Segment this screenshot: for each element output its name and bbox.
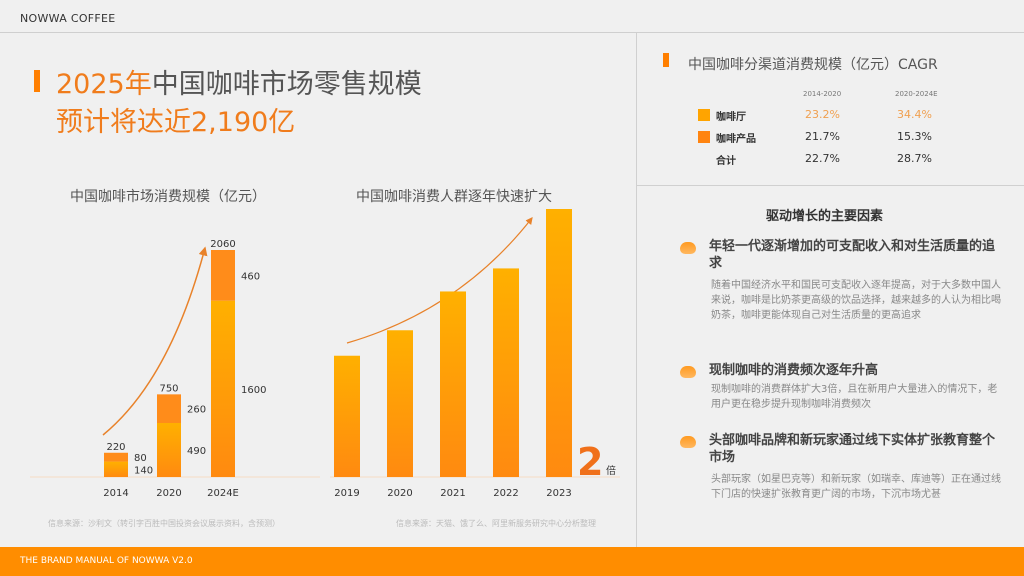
cagr-col-1: 2014-2020 (803, 90, 842, 98)
bar (387, 330, 413, 477)
x-tick-label: 2024E (207, 488, 239, 499)
cagr-row-label: 咖啡厅 (716, 112, 746, 123)
vertical-divider (636, 33, 637, 547)
chart2-title: 中国咖啡消费人群逐年快速扩大 (356, 189, 552, 205)
chart2-source: 信息来源：天猫、饿了么、阿里新服务研究中心分析整理 (396, 519, 596, 528)
cagr-title: 中国咖啡分渠道消费规模（亿元）CAGR (688, 57, 938, 73)
x-tick-label: 2023 (546, 488, 571, 499)
driver-heading: 头部咖啡品牌和新玩家通过线下实体扩张教育整个市场 (709, 433, 996, 465)
title-accent-bar (34, 70, 40, 92)
legend-swatch (698, 109, 710, 121)
cagr-value: 22.7% (805, 152, 840, 165)
header-divider (0, 32, 1024, 33)
cagr-row-label: 合计 (716, 156, 736, 167)
segment-label: 1600 (241, 385, 266, 396)
growth-unit: 倍 (606, 466, 616, 477)
chart1-title: 中国咖啡市场消费规模（亿元） (70, 189, 266, 205)
segment-label: 490 (187, 446, 206, 457)
total-label: 220 (106, 442, 125, 453)
footer-bar: THE BRAND MANUAL OF NOWWA V2.0 (0, 547, 1024, 576)
bar-segment-lower (211, 300, 235, 477)
brand-name: NOWWA COFFEE (20, 12, 116, 25)
driver-text: 现制咖啡的消费群体扩大3倍，且在新用户大量进入的情况下，老用户更在稳步提升现制咖… (711, 384, 998, 410)
driver-heading: 年轻一代逐渐增加的可支配收入和对生活质量的追求 (709, 239, 996, 271)
bar (546, 209, 572, 477)
x-tick-label: 2019 (334, 488, 359, 499)
cagr-accent-bar (663, 53, 669, 67)
page-title: 2025年中国咖啡市场零售规模 (56, 62, 422, 101)
segment-label: 460 (241, 271, 260, 282)
bar-segment-lower (104, 461, 128, 477)
bar-segment-upper (211, 250, 235, 301)
bullet-icon (680, 436, 696, 448)
bar (493, 268, 519, 477)
title-year: 2025年 (56, 69, 152, 100)
bullet-icon (680, 366, 696, 378)
bar-segment-lower (157, 423, 181, 477)
right-divider (637, 185, 1024, 186)
legend-swatch (698, 131, 710, 143)
x-tick-label: 2020 (156, 488, 181, 499)
bar (334, 355, 360, 477)
x-tick-label: 2020 (387, 488, 412, 499)
segment-label: 140 (134, 465, 153, 476)
segment-label: 80 (134, 453, 147, 464)
growth-multiple: 2 (577, 440, 604, 484)
cagr-row-label: 咖啡产品 (716, 134, 756, 145)
bar-segment-upper (104, 452, 128, 462)
title-rest: 中国咖啡市场零售规模 (151, 69, 422, 100)
cagr-value: 28.7% (897, 152, 932, 165)
bullet-icon (680, 242, 696, 254)
driver-heading: 现制咖啡的消费频次逐年升高 (709, 363, 879, 378)
bar-segment-upper (157, 394, 181, 424)
x-tick-label: 2021 (440, 488, 465, 499)
chart1-source: 信息来源：沙利文（转引字百胜中国投资会议展示资料，含预测） (48, 519, 280, 528)
bar (440, 291, 466, 477)
x-tick-label: 2022 (493, 488, 518, 499)
cagr-value: 21.7% (805, 130, 840, 143)
cagr-col-2: 2020-2024E (895, 90, 938, 98)
page-subtitle: 预计将达近2,190亿 (56, 107, 296, 138)
cagr-value: 23.2% (805, 108, 840, 121)
segment-label: 260 (187, 405, 206, 416)
driver-text: 随着中国经济水平和国民可支配收入逐年提高，对于大多数中国人来说，咖啡是比奶茶更高… (711, 280, 1001, 321)
cagr-value: 34.4% (897, 108, 932, 121)
total-label: 2060 (210, 239, 235, 250)
footer-text: THE BRAND MANUAL OF NOWWA V2.0 (20, 556, 193, 566)
x-tick-label: 2014 (103, 488, 128, 499)
cagr-value: 15.3% (897, 130, 932, 143)
chart1-trend-arrow (102, 246, 208, 436)
total-label: 750 (159, 383, 178, 394)
drivers-title: 驱动增长的主要因素 (766, 209, 884, 224)
driver-text: 头部玩家（如星巴克等）和新玩家（如瑞幸、库迪等）正在通过线下门店的快速扩张教育更… (711, 474, 1001, 500)
